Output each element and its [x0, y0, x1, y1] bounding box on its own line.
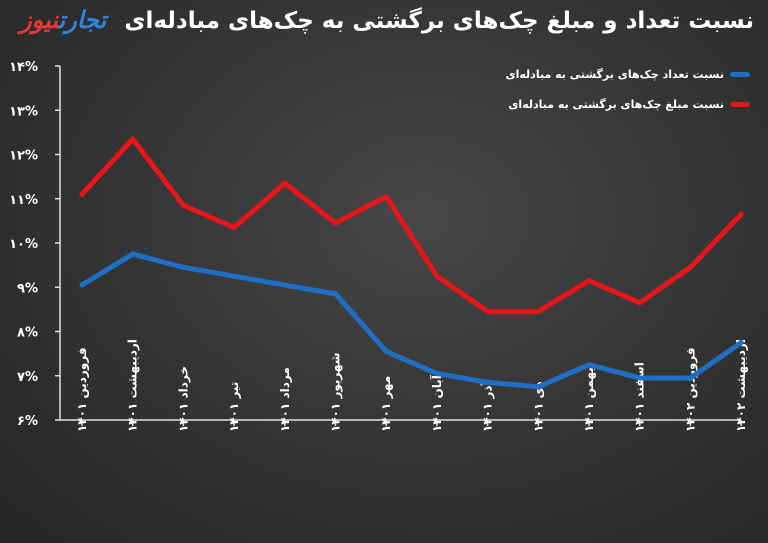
x-tick-label: مرداد ۱۴۰۱	[278, 367, 292, 432]
brand-logo-part2: نیوز	[20, 6, 59, 34]
legend-label-count: نسبت تعداد چک‌های برگشتی به مبادله‌ای	[505, 68, 724, 81]
data-point-amount	[485, 309, 491, 315]
data-point-count	[687, 375, 693, 381]
y-tick-label: ۱۲%	[9, 149, 38, 164]
brand-logo-part1: تجارت	[58, 6, 107, 34]
data-point-count	[535, 384, 541, 390]
brand-logo: تجارتنیوز	[20, 6, 107, 34]
x-tick-label: بهمن ۱۴۰۱	[582, 367, 596, 432]
data-point-amount	[586, 278, 592, 284]
y-tick-label: ۱۰%	[9, 237, 38, 252]
data-point-amount	[738, 211, 744, 217]
data-point-amount	[231, 225, 237, 231]
data-point-count	[282, 282, 288, 288]
data-point-amount	[79, 191, 85, 197]
data-point-count	[586, 362, 592, 368]
x-tick-label: تیر ۱۴۰۱	[227, 382, 241, 432]
data-point-amount	[535, 309, 541, 315]
data-point-count	[434, 371, 440, 377]
data-point-amount	[282, 180, 288, 186]
data-point-amount	[180, 202, 186, 208]
data-point-count	[637, 375, 643, 381]
legend-item-count: نسبت تعداد چک‌های برگشتی به مبادله‌ای	[506, 68, 750, 81]
data-point-count	[333, 291, 338, 297]
data-point-count	[180, 264, 186, 270]
data-point-count	[485, 379, 491, 385]
x-tick-label: دی ۱۴۰۱	[531, 381, 545, 432]
chart-title: نسبت تعداد و مبلغ چک‌های برگشتی به چک‌ها…	[124, 8, 754, 34]
y-tick-label: ۱۳%	[9, 104, 38, 119]
data-point-count	[231, 273, 237, 279]
x-tick-label: اردیبهشت ۱۴۰۲	[734, 339, 748, 432]
x-tick-label: اردیبهشت ۱۴۰۱	[126, 339, 140, 432]
data-point-amount	[130, 136, 136, 142]
data-point-amount	[434, 273, 440, 279]
data-point-count	[383, 348, 389, 354]
data-point-amount	[333, 220, 338, 226]
y-tick-label: ۱۴%	[9, 60, 38, 75]
y-tick-label: ۱۱%	[9, 193, 38, 208]
x-tick-label: مهر ۱۴۰۱	[379, 376, 393, 432]
data-point-count	[79, 282, 85, 288]
legend-swatch-count	[730, 72, 750, 77]
x-tick-label: اسفند ۱۴۰۱	[633, 362, 647, 432]
y-tick-label: ۸%	[17, 326, 38, 341]
legend-item-amount: نسبت مبلغ چک‌های برگشتی به مبادله‌ای	[508, 98, 750, 111]
x-tick-label: خرداد ۱۴۰۱	[176, 366, 190, 432]
x-tick-label: آذر ۱۴۰۱	[480, 380, 495, 432]
data-point-count	[738, 340, 744, 346]
data-point-amount	[383, 194, 389, 200]
y-tick-label: ۷%	[17, 370, 38, 385]
series-line-count	[79, 251, 744, 390]
x-tick-label: فروردین ۱۴۰۱	[75, 347, 90, 432]
legend-label-amount: نسبت مبلغ چک‌های برگشتی به مبادله‌ای	[508, 98, 724, 111]
y-tick-label: ۹%	[17, 281, 38, 296]
data-point-amount	[637, 300, 643, 306]
y-tick-label: ۶%	[17, 414, 38, 429]
data-point-count	[130, 251, 136, 257]
x-tick-label: آبان ۱۴۰۱	[429, 374, 444, 432]
series-line-amount	[79, 136, 744, 315]
x-tick-label: فروردین ۱۴۰۲	[683, 347, 698, 432]
data-point-amount	[687, 264, 693, 270]
x-tick-label: شهریور ۱۴۰۱	[329, 352, 344, 432]
legend-swatch-amount	[730, 102, 750, 107]
